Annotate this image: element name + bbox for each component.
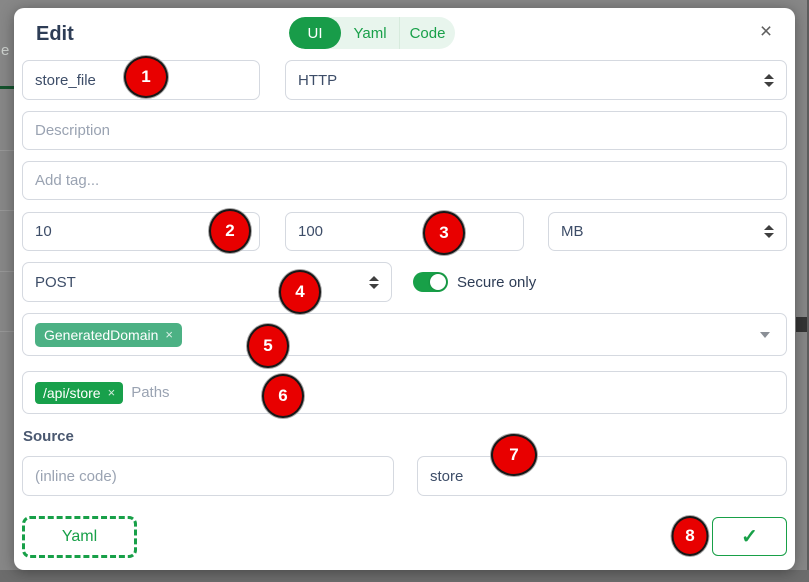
secure-only-toggle[interactable] (413, 272, 448, 292)
checkmark-icon: ✓ (741, 526, 758, 548)
toggle-knob (430, 274, 446, 290)
edit-dialog: Edit UI Yaml Code × HTTP MB POST Secure … (14, 8, 795, 570)
protocol-select-value: HTTP (298, 71, 338, 89)
dropdown-caret-icon (760, 331, 770, 338)
path-chip: /api/store × (35, 381, 124, 404)
annotation-circle-5: 5 (247, 324, 289, 368)
domains-multiselect[interactable]: GeneratedDomain × (22, 313, 787, 356)
method-select[interactable]: POST (22, 262, 392, 302)
background-row-line (0, 331, 14, 332)
path-chip-label: /api/store (43, 384, 101, 401)
chip-remove-icon[interactable]: × (165, 327, 173, 342)
background-row-line (0, 271, 14, 272)
annotation-circle-2: 2 (209, 209, 251, 253)
background-bottom-band (0, 570, 809, 582)
domain-chip: GeneratedDomain × (35, 322, 182, 347)
source-ref-input[interactable] (417, 456, 787, 496)
annotation-circle-3: 3 (423, 211, 465, 255)
method-select-value: POST (35, 273, 76, 291)
view-mode-tabs: UI Yaml Code (289, 17, 455, 49)
tab-ui[interactable]: UI (289, 17, 341, 49)
annotation-circle-8: 8 (671, 516, 709, 556)
tab-yaml[interactable]: Yaml (353, 24, 387, 42)
paths-input[interactable]: /api/store × Paths (22, 371, 787, 414)
paths-placeholder: Paths (131, 384, 170, 401)
domain-chip-label: GeneratedDomain (44, 326, 159, 343)
background-page-fragment (796, 317, 807, 332)
protocol-select[interactable]: HTTP (285, 60, 787, 100)
select-stepper-icon (764, 224, 774, 239)
unit-select[interactable]: MB (548, 212, 787, 251)
inline-code-input[interactable] (22, 456, 394, 496)
chip-remove-icon[interactable]: × (107, 385, 116, 400)
source-section-label: Source (23, 428, 74, 445)
background-page-fragment: e (1, 42, 10, 59)
add-tag-input[interactable] (22, 161, 787, 200)
tab-code[interactable]: Code (399, 17, 455, 49)
confirm-button[interactable]: ✓ (712, 517, 787, 556)
background-green-divider (0, 86, 14, 89)
annotation-circle-1: 1 (124, 56, 168, 98)
annotation-circle-7: 7 (491, 434, 537, 476)
dialog-title: Edit (36, 23, 74, 45)
annotation-circle-6: 6 (262, 374, 304, 418)
close-icon[interactable]: × (759, 20, 773, 43)
unit-select-value: MB (561, 223, 584, 240)
background-page-edge (807, 0, 809, 582)
annotation-circle-4: 4 (279, 270, 321, 314)
yaml-button[interactable]: Yaml (22, 516, 137, 558)
secure-only-label: Secure only (457, 274, 537, 291)
max-value-input[interactable] (285, 212, 524, 251)
background-row-line (0, 150, 14, 151)
select-stepper-icon (764, 73, 774, 88)
description-input[interactable] (22, 111, 787, 150)
select-stepper-icon (369, 275, 379, 290)
background-row-line (0, 210, 14, 211)
